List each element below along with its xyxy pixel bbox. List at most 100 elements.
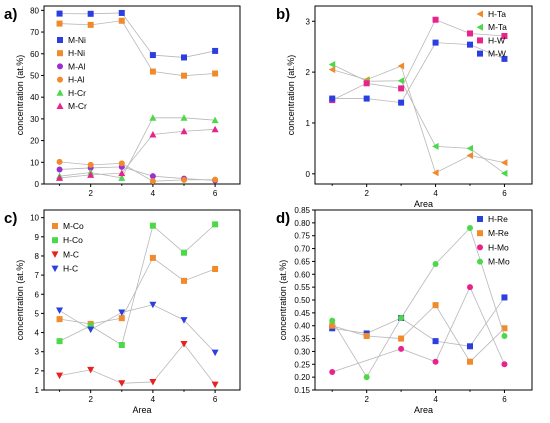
data-point	[432, 16, 439, 23]
series-line	[59, 304, 216, 353]
y-tick-label: 80	[30, 6, 39, 15]
y-tick-label: 3	[35, 348, 40, 357]
x-tick-label: 2	[364, 395, 369, 404]
y-tick-label: 0.50	[294, 296, 310, 305]
y-tick-label: 60	[30, 50, 39, 59]
x-axis-label: Area	[414, 199, 433, 209]
data-point	[328, 60, 336, 68]
x-tick-label: 4	[151, 395, 156, 404]
legend: H-Ta M-Ta H-W M-W	[476, 9, 507, 59]
data-point	[212, 265, 219, 272]
y-tick-label: 0.25	[294, 360, 310, 369]
data-point	[56, 338, 63, 345]
series-line	[59, 161, 216, 182]
series-line	[59, 128, 216, 179]
x-tick-label: 4	[433, 395, 438, 404]
legend-marker	[52, 223, 58, 229]
x-tick-label: 2	[88, 189, 93, 198]
series-line	[332, 64, 505, 174]
y-tick-label: 4	[35, 329, 40, 338]
legend-entry: M-Al	[68, 61, 86, 71]
series-line	[59, 166, 216, 181]
y-tick-label: 10	[30, 214, 39, 223]
plot-frame	[43, 5, 241, 185]
data-point	[180, 317, 188, 324]
legend-entry: H-Ni	[68, 48, 85, 58]
data-point	[398, 99, 405, 106]
y-tick-label: 0.80	[294, 219, 310, 228]
series-m-cr	[56, 125, 219, 181]
y-tick-label: 1	[35, 386, 40, 395]
data-point	[432, 302, 439, 309]
data-point	[118, 9, 125, 16]
data-point	[149, 378, 157, 386]
legend-marker	[57, 76, 63, 83]
y-tick-label: 0.70	[294, 245, 310, 254]
data-point	[466, 152, 473, 160]
series-h-c	[56, 301, 219, 357]
series-h-cr	[56, 114, 219, 181]
data-point	[363, 80, 370, 87]
data-point	[180, 114, 188, 121]
data-point	[118, 315, 125, 322]
data-point	[397, 77, 405, 85]
data-point	[467, 41, 473, 48]
data-point	[149, 222, 156, 229]
legend-entry: M-Co	[63, 221, 84, 231]
legend: M-Ni H-Ni M-Al H-Al H-Cr M-Cr	[56, 35, 87, 111]
data-point	[501, 325, 508, 332]
data-point	[397, 62, 405, 70]
data-point	[56, 372, 64, 380]
y-tick-label: 40	[30, 93, 39, 102]
data-point	[181, 249, 187, 256]
data-point	[467, 284, 473, 291]
data-point	[149, 68, 156, 75]
data-point	[398, 315, 405, 321]
data-point	[329, 95, 336, 102]
y-tick-label: 0.40	[294, 322, 310, 331]
series-m-re	[329, 302, 508, 365]
data-point	[149, 254, 156, 261]
data-point	[211, 125, 219, 133]
legend-marker	[51, 265, 59, 273]
data-point	[56, 166, 63, 173]
legend-marker	[57, 50, 63, 57]
y-tick-label: 70	[30, 28, 39, 37]
legend-entry: H-W	[488, 35, 505, 45]
data-point	[180, 341, 188, 348]
y-tick-label: 6	[35, 290, 40, 299]
data-point	[56, 307, 64, 315]
legend-marker	[477, 258, 483, 265]
y-tick-label: 2	[35, 367, 40, 376]
data-point	[118, 169, 126, 177]
y-tick-label: 10	[30, 158, 39, 167]
legend-marker	[476, 10, 483, 18]
data-point	[398, 85, 405, 92]
x-tick-label: 6	[213, 189, 218, 198]
series-line	[332, 42, 505, 104]
y-tick-label: 50	[30, 71, 39, 80]
data-point	[87, 10, 94, 17]
y-tick-label: 2	[306, 68, 311, 77]
data-point	[56, 316, 63, 323]
data-point	[149, 173, 156, 180]
series-h-co	[56, 221, 219, 348]
data-point	[56, 174, 64, 181]
panel-label: a)	[4, 6, 17, 23]
data-point	[398, 335, 405, 342]
data-point	[501, 333, 508, 339]
legend-marker	[477, 37, 483, 44]
data-point	[118, 160, 125, 167]
y-tick-label: 0	[306, 170, 311, 179]
series-line	[59, 343, 216, 385]
y-tick-label: 3	[306, 17, 311, 26]
data-point	[363, 374, 370, 381]
legend: M-Co H-Co M-C H-C	[51, 221, 84, 274]
data-point	[118, 17, 125, 24]
y-tick-label: 0.85	[294, 206, 310, 215]
panel-d: d) 2 4 6 0.15 0.20 0.25 0.30 0.35 0.40 0.45 0.50 0.5…	[276, 206, 533, 415]
y-tick-label: 1	[306, 119, 311, 128]
y-tick-label: 9	[35, 233, 40, 242]
data-point	[56, 10, 63, 17]
